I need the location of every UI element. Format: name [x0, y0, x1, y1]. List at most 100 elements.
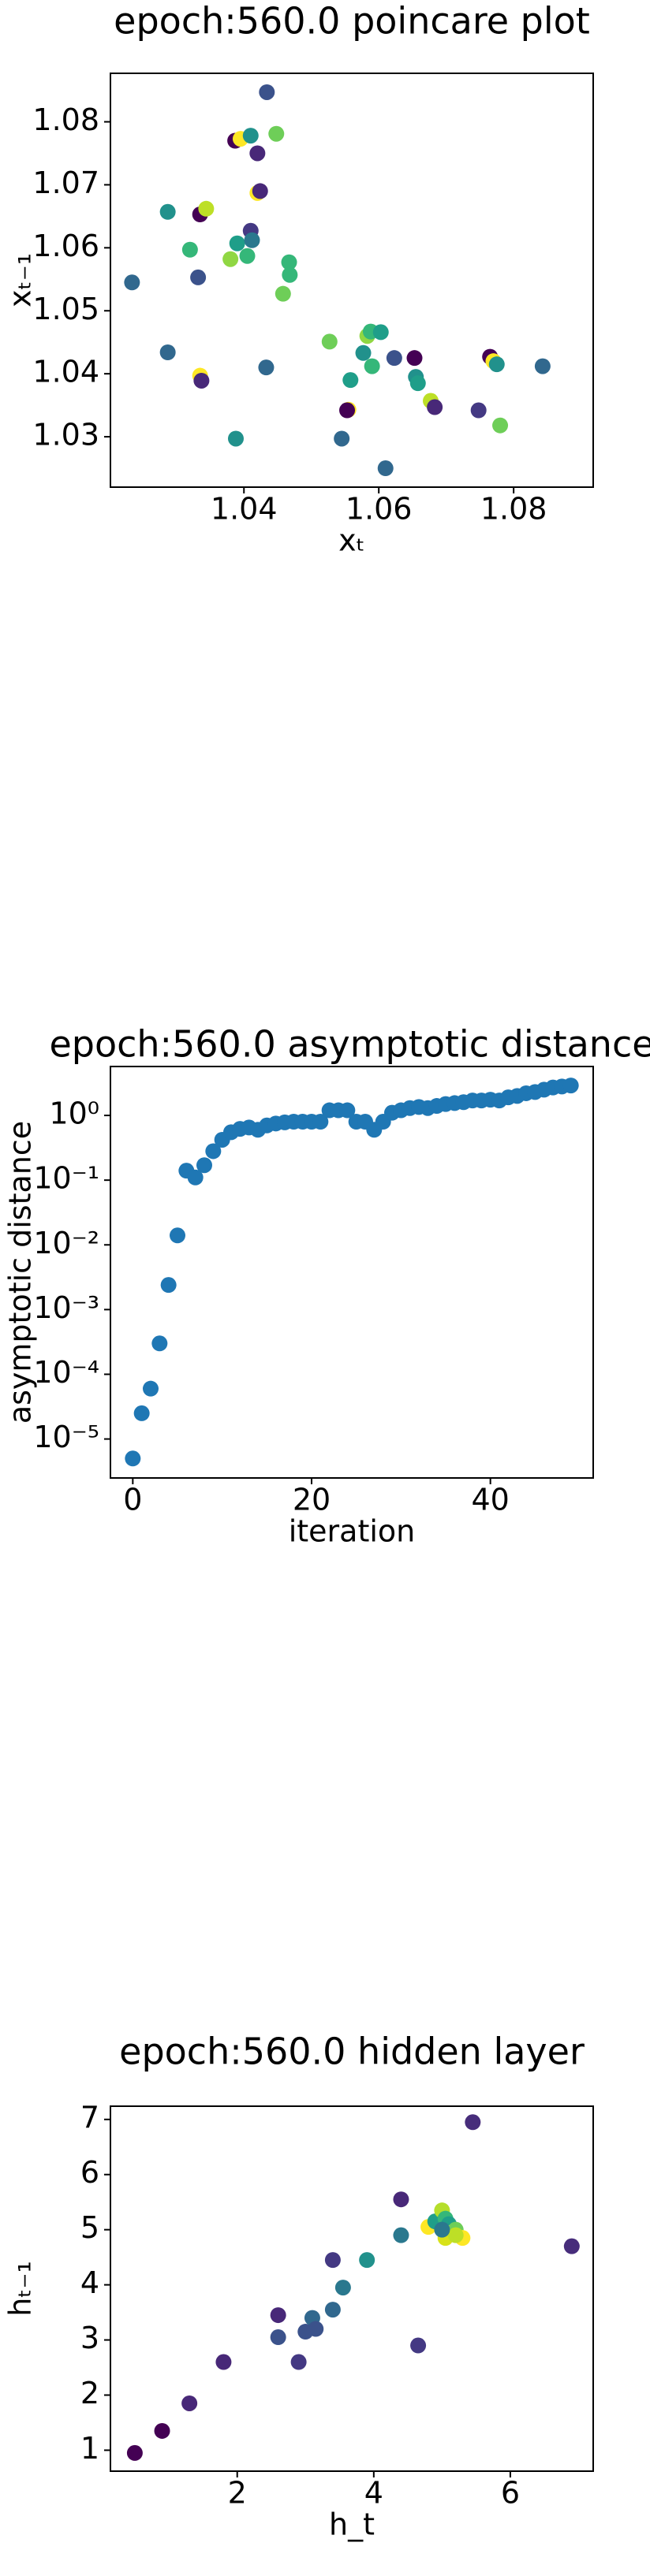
point — [562, 1078, 579, 1094]
point — [324, 2302, 341, 2318]
point — [275, 285, 291, 302]
y-tick-label: 1.07 — [32, 166, 99, 200]
y-tick-label: 1.03 — [32, 418, 99, 452]
point — [324, 2252, 341, 2269]
plot-frame — [110, 1066, 594, 1479]
point — [205, 1143, 222, 1160]
y-axis-label: asymptotic distance — [3, 1121, 38, 1424]
point — [258, 359, 275, 376]
chart-title: epoch:560.0 asymptotic distance — [49, 1023, 650, 1066]
point — [239, 248, 256, 264]
point — [339, 402, 356, 419]
point — [334, 430, 350, 447]
point — [534, 358, 551, 374]
x-tick-label: 40 — [471, 1483, 509, 1517]
x-axis-label: h_t — [329, 2507, 375, 2542]
point — [270, 2307, 286, 2324]
point — [124, 274, 140, 291]
point — [342, 372, 359, 389]
y-tick-label: 10⁻⁵ — [33, 1420, 99, 1454]
y-tick-label: 1.06 — [32, 229, 99, 263]
point — [133, 1405, 150, 1421]
point — [434, 2221, 450, 2238]
x-axis-label: iteration — [289, 1514, 416, 1549]
point — [563, 2238, 580, 2254]
point — [290, 2354, 307, 2370]
point — [359, 2252, 375, 2269]
point — [308, 2321, 324, 2337]
point — [406, 350, 423, 367]
point — [154, 2422, 170, 2439]
x-tick-label: 20 — [293, 1483, 331, 1517]
y-tick-label: 10⁻¹ — [33, 1161, 99, 1196]
y-tick-label: 10⁻³ — [33, 1290, 99, 1325]
y-tick-label: 10⁻² — [33, 1226, 99, 1260]
point — [198, 200, 215, 217]
point — [259, 84, 275, 100]
point — [227, 430, 244, 447]
point — [143, 1380, 159, 1397]
point — [372, 324, 389, 341]
point — [244, 232, 260, 248]
point — [170, 1227, 185, 1244]
point — [242, 128, 259, 144]
point — [393, 2227, 409, 2243]
point — [181, 2395, 198, 2411]
point — [215, 2354, 232, 2370]
x-tick-label: 0 — [123, 1483, 142, 1517]
point — [312, 1114, 329, 1130]
point — [190, 269, 207, 285]
x-tick-label: 1.08 — [480, 492, 547, 527]
y-tick-label: 10⁰ — [49, 1096, 99, 1131]
point — [492, 417, 509, 434]
point — [386, 350, 402, 367]
point — [409, 375, 426, 392]
point — [249, 145, 266, 162]
point — [281, 254, 297, 270]
point — [193, 372, 210, 389]
x-tick-label: 1.06 — [346, 492, 413, 527]
point — [334, 2280, 351, 2296]
point — [151, 1335, 168, 1352]
y-tick-label: 3 — [80, 2321, 99, 2355]
point — [196, 1157, 212, 1174]
y-tick-label: 2 — [80, 2376, 99, 2410]
chart-title: epoch:560.0 hidden layer — [119, 2031, 585, 2073]
plot-frame — [110, 73, 594, 488]
point — [159, 344, 176, 360]
point — [465, 2114, 481, 2131]
y-tick-label: 10⁻⁴ — [33, 1355, 99, 1390]
point — [270, 2329, 286, 2346]
y-tick-label: 4 — [80, 2265, 99, 2300]
x-tick-label: 2 — [228, 2476, 247, 2511]
point — [377, 460, 394, 477]
point — [222, 251, 239, 267]
y-tick-label: 1 — [80, 2431, 99, 2466]
point — [282, 266, 298, 283]
point — [321, 333, 338, 350]
point — [447, 2227, 464, 2243]
y-tick-label: 7 — [80, 2100, 99, 2135]
x-tick-label: 1.04 — [211, 492, 278, 527]
point — [470, 402, 487, 419]
point — [159, 203, 176, 220]
point — [393, 2191, 409, 2208]
y-tick-label: 1.05 — [32, 292, 99, 326]
plot-frame — [110, 2105, 594, 2472]
point — [187, 1169, 204, 1186]
point — [364, 358, 380, 374]
point — [427, 399, 443, 415]
x-tick-label: 4 — [364, 2476, 383, 2511]
point — [126, 2444, 143, 2461]
point — [268, 125, 285, 142]
point — [160, 1277, 177, 1294]
point — [339, 1102, 356, 1119]
y-tick-label: 6 — [80, 2155, 99, 2190]
point — [181, 241, 198, 258]
y-axis-label: hₜ₋₁ — [3, 2261, 38, 2317]
y-tick-label: 1.08 — [32, 102, 99, 137]
point — [252, 183, 268, 199]
point — [355, 344, 372, 361]
